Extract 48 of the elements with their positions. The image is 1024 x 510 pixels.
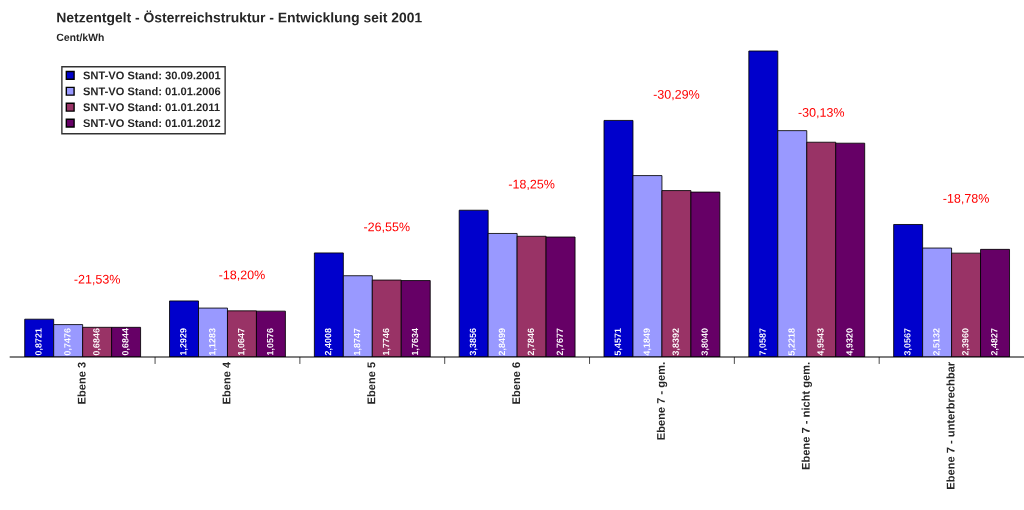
x-tick-label: Ebene 7 - nicht gem. [801, 362, 812, 470]
data-label: 2,4008 [324, 328, 333, 356]
x-tick-label: Ebene 5 [367, 362, 376, 404]
x-tick-label: Ebene 6 [511, 362, 521, 404]
annotation: -21,53% [74, 274, 120, 286]
data-label: 3,8392 [672, 328, 681, 356]
data-label: 2,5132 [933, 328, 941, 356]
data-label: 3,8040 [701, 328, 710, 356]
data-label: 1,2929 [180, 328, 188, 356]
data-label: 1,0647 [237, 328, 246, 356]
data-label: 7,0587 [759, 328, 768, 356]
data-label: 1,1283 [209, 328, 217, 356]
chart-title: Netzentgelt - Österreichstruktur - Entwicklung seit 2001 [57, 10, 422, 26]
data-label: 2,7846 [527, 328, 536, 356]
data-label: 5,4571 [614, 328, 623, 356]
data-label: 2,3960 [962, 328, 970, 356]
annotation: -18,25% [508, 179, 555, 191]
x-tick-label: Ebene 3 [77, 362, 86, 404]
annotation: -30,29% [653, 89, 700, 101]
data-label: 0,8721 [35, 328, 43, 356]
legend-label: SNT-VO Stand: 30.09.2001 [83, 71, 221, 80]
annotation: -30,13% [798, 108, 845, 119]
data-label: 5,2218 [788, 328, 797, 356]
legend-label: SNT-VO Stand: 01.01.2006 [83, 87, 221, 96]
data-label: 4,9543 [817, 328, 825, 356]
chart-subtitle: Cent/kWh [56, 33, 104, 42]
annotation: -18,78% [943, 193, 989, 205]
x-tick-label: Ebene 4 [222, 361, 231, 404]
data-label: 1,7634 [411, 328, 420, 356]
x-tick-label: Ebene 7 - unterbrechbar [946, 362, 955, 489]
annotation: -26,55% [364, 222, 410, 233]
legend-label: SNT-VO Stand: 01.01.2012 [83, 118, 221, 128]
data-label: 4,1849 [643, 328, 652, 356]
data-label: 3,3856 [469, 328, 478, 356]
x-tick-label: Ebene 7 - gem. [656, 362, 668, 440]
data-label: 2,4827 [991, 328, 999, 356]
data-label: 2,8499 [498, 328, 507, 356]
annotation: -18,20% [219, 270, 265, 281]
data-label: 3,0567 [904, 328, 912, 356]
data-label: 0,7476 [64, 328, 72, 356]
data-label: 1,0576 [266, 328, 275, 356]
data-label: 2,7677 [556, 328, 565, 356]
data-label: 1,7746 [382, 328, 391, 356]
legend-label: SNT-VO Stand: 01.01.2011 [83, 103, 220, 112]
data-label: 4,9320 [846, 328, 854, 356]
data-label: 0,6846 [93, 328, 101, 356]
data-label: 1,8747 [353, 328, 362, 356]
data-label: 0,6844 [122, 328, 130, 356]
